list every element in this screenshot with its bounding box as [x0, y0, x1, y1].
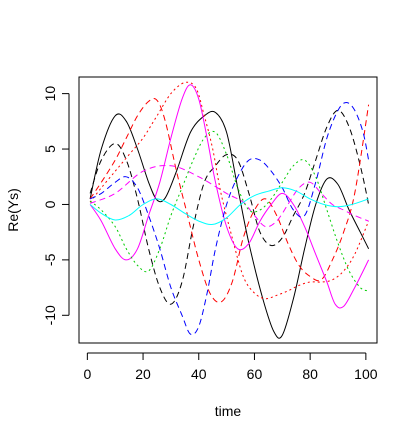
series-line-1 [89, 110, 370, 339]
series-line-9 [89, 187, 369, 226]
x-tick-label: 80 [302, 366, 318, 382]
y-axis: -10 -5 0 5 10 [42, 86, 70, 325]
x-tick-label: 20 [135, 366, 151, 382]
x-tick-label: 60 [247, 366, 263, 382]
plot-box [78, 76, 378, 344]
x-tick-label: 0 [83, 366, 91, 382]
series-line-6 [89, 164, 369, 228]
y-axis-label: Re(Ys) [5, 188, 21, 232]
x-tick-label: 100 [354, 366, 378, 382]
y-tick-label: 0 [42, 200, 58, 208]
series-line-8 [89, 101, 370, 336]
y-tick-label: -5 [42, 253, 58, 266]
series-line-4 [89, 81, 370, 300]
series-layer [89, 81, 370, 339]
series-line-3 [89, 98, 370, 303]
series-line-5 [89, 84, 370, 309]
y-tick-label: 10 [42, 86, 58, 102]
x-tick-label: 40 [191, 366, 207, 382]
x-axis: 0 20 40 60 80 100 [83, 352, 378, 382]
y-tick-label: -10 [42, 305, 58, 325]
x-axis-label: time [215, 403, 242, 419]
series-line-7 [89, 130, 369, 292]
y-tick-label: 5 [42, 145, 58, 153]
series-line-2 [89, 109, 370, 305]
